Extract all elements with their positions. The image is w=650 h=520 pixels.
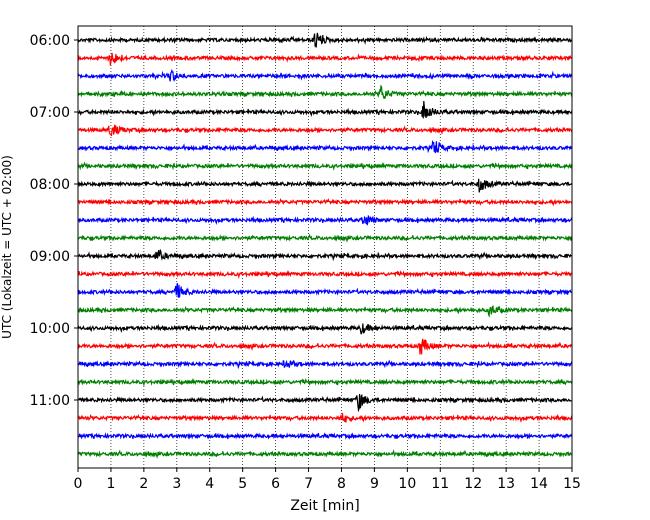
x-tick-label: 10 bbox=[398, 476, 416, 492]
trace-row-19 bbox=[77, 378, 573, 387]
trace-row-13 bbox=[77, 270, 573, 279]
trace-row-6 bbox=[77, 140, 573, 154]
plot-frame bbox=[77, 25, 573, 469]
y-tick-label: 07:00 bbox=[30, 105, 70, 121]
x-tick-label: 11 bbox=[431, 476, 449, 492]
x-tick-label: 15 bbox=[563, 476, 581, 492]
trace-row-8 bbox=[77, 178, 573, 193]
x-tick-label: 4 bbox=[205, 476, 214, 492]
trace-row-17 bbox=[77, 338, 573, 355]
trace-row-5 bbox=[77, 124, 573, 137]
y-tick-label: 10:00 bbox=[30, 321, 70, 337]
x-tick-label: 6 bbox=[271, 476, 280, 492]
x-tick-label: 9 bbox=[370, 476, 379, 492]
x-tick-label: 14 bbox=[530, 476, 548, 492]
x-tick-label: 3 bbox=[172, 476, 181, 492]
trace-row-14 bbox=[77, 283, 573, 298]
trace-row-9 bbox=[77, 197, 573, 207]
y-axis-label: UTC (Lokalzeit = UTC + 02:00) bbox=[0, 155, 14, 339]
y-tick-label: 09:00 bbox=[30, 249, 70, 265]
trace-row-10 bbox=[77, 214, 573, 226]
x-axis: 0 1 2 3 4 5 6 7 8 9 10 11 12 13 14 15 bbox=[74, 468, 581, 492]
trace-row-20 bbox=[77, 393, 573, 413]
y-axis: 06:00 07:00 08:00 09:00 10:00 11:00 bbox=[30, 33, 78, 409]
y-tick-label: 06:00 bbox=[30, 33, 70, 49]
trace-row-1 bbox=[77, 52, 573, 66]
trace-row-16 bbox=[77, 323, 573, 335]
trace-row-7 bbox=[77, 161, 573, 171]
trace-row-18 bbox=[77, 359, 573, 370]
trace-group bbox=[77, 32, 573, 459]
x-axis-label: Zeit [min] bbox=[290, 498, 359, 514]
x-tick-label: 13 bbox=[497, 476, 515, 492]
trace-row-23 bbox=[77, 449, 573, 459]
trace-row-15 bbox=[77, 305, 573, 318]
x-tick-label: 12 bbox=[464, 476, 482, 492]
x-tick-label: 7 bbox=[304, 476, 313, 492]
x-tick-label: 8 bbox=[337, 476, 346, 492]
trace-row-21 bbox=[77, 413, 573, 424]
trace-row-4 bbox=[77, 100, 573, 119]
x-tick-label: 2 bbox=[139, 476, 148, 492]
trace-row-2 bbox=[77, 68, 573, 82]
x-tick-label: 1 bbox=[106, 476, 115, 492]
vertical-grid bbox=[110, 26, 540, 468]
trace-row-0 bbox=[77, 32, 573, 48]
y-tick-label: 08:00 bbox=[30, 177, 70, 193]
trace-row-22 bbox=[77, 432, 573, 440]
trace-row-11 bbox=[77, 233, 573, 243]
trace-row-12 bbox=[77, 248, 573, 262]
x-tick-label: 0 bbox=[74, 476, 83, 492]
trace-row-3 bbox=[77, 84, 573, 99]
y-tick-label: 11:00 bbox=[30, 393, 70, 409]
x-tick-label: 5 bbox=[238, 476, 247, 492]
